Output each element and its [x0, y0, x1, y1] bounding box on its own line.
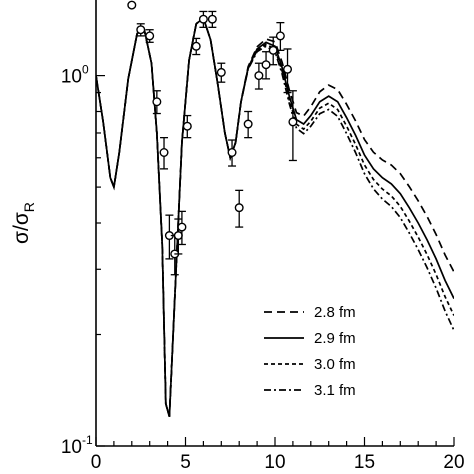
series-line-2	[96, 16, 454, 417]
data-point	[198, 14, 208, 24]
data-point	[173, 231, 183, 241]
x-tick-label: 20	[443, 452, 464, 473]
plot-area	[96, 0, 454, 417]
legend-label-1: 2.8 fm	[314, 304, 356, 321]
y-tick-label: 10	[61, 67, 82, 88]
y-tick-label: 10	[61, 437, 82, 458]
x-tick-label: 15	[354, 452, 375, 473]
data-point	[275, 31, 285, 41]
y-tick-exponent: 0	[82, 63, 89, 77]
data-point	[234, 203, 244, 213]
legend-label-2: 2.9 fm	[314, 330, 356, 347]
data-point	[243, 119, 253, 129]
data-point	[268, 45, 278, 55]
data-point	[136, 25, 146, 35]
data-point	[152, 97, 162, 107]
data-point	[177, 222, 187, 232]
data-point	[261, 60, 271, 70]
y-tick-exponent: -1	[82, 433, 93, 447]
x-tick-label: 0	[91, 452, 102, 473]
data-point	[254, 71, 264, 81]
legend-label-3: 3.0 fm	[314, 356, 356, 373]
y-axis-label: σ/σR	[10, 202, 37, 244]
legend-label-4: 3.1 fm	[314, 382, 356, 399]
data-point	[288, 117, 298, 127]
x-tick-label: 5	[180, 452, 191, 473]
data-point	[191, 41, 201, 51]
data-point	[216, 67, 226, 77]
data-point	[127, 0, 137, 10]
data-point	[227, 148, 237, 158]
data-point	[145, 31, 155, 41]
data-point	[159, 148, 169, 158]
data-point	[283, 64, 293, 74]
data-point	[182, 121, 192, 131]
data-point	[207, 14, 217, 24]
series-line-1	[96, 16, 454, 417]
series-line-4	[96, 16, 454, 417]
x-tick-label: 10	[264, 452, 285, 473]
series-line-3	[96, 16, 454, 417]
